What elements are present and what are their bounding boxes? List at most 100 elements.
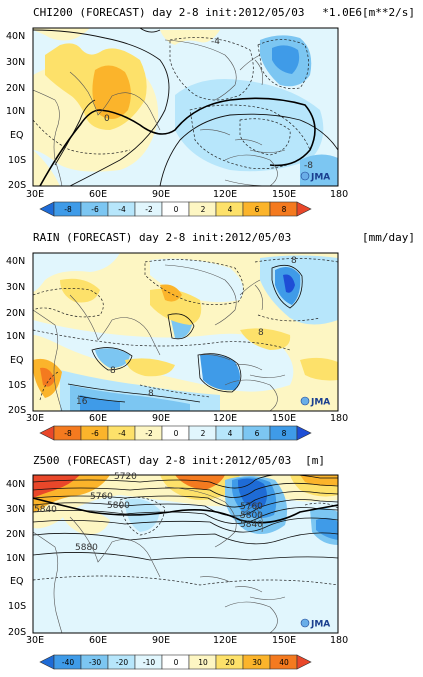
svg-text:150E: 150E bbox=[272, 189, 296, 200]
svg-text:30N: 30N bbox=[6, 57, 25, 68]
svg-text:10S: 10S bbox=[8, 380, 26, 391]
panel-title: Z500 (FORECAST) day 2-8 init:2012/05/03 bbox=[33, 454, 291, 467]
svg-text:-4: -4 bbox=[118, 429, 126, 438]
svg-text:30N: 30N bbox=[6, 504, 25, 515]
svg-text:EQ: EQ bbox=[10, 355, 23, 366]
contour-label: 5800 bbox=[240, 511, 263, 521]
svg-text:180: 180 bbox=[330, 635, 348, 646]
svg-text:JMA: JMA bbox=[310, 620, 330, 630]
svg-text:8: 8 bbox=[282, 205, 287, 214]
contour-label: -8 bbox=[304, 161, 313, 171]
svg-text:30E: 30E bbox=[26, 189, 44, 200]
svg-text:10N: 10N bbox=[6, 553, 25, 564]
svg-text:EQ: EQ bbox=[10, 130, 23, 141]
svg-text:120E: 120E bbox=[213, 413, 237, 424]
svg-text:-30: -30 bbox=[89, 658, 101, 667]
svg-text:2: 2 bbox=[201, 205, 206, 214]
svg-text:30: 30 bbox=[252, 658, 262, 667]
y-axis-ticks: 40N 30N 20N 10N EQ 10S 20S bbox=[6, 256, 26, 416]
svg-text:60E: 60E bbox=[89, 413, 107, 424]
svg-text:10S: 10S bbox=[8, 601, 26, 612]
svg-text:-4: -4 bbox=[118, 205, 126, 214]
svg-text:0: 0 bbox=[174, 205, 179, 214]
svg-text:60E: 60E bbox=[89, 635, 107, 646]
contour-label: 5760 bbox=[240, 502, 263, 512]
svg-text:40: 40 bbox=[279, 658, 289, 667]
y-axis-ticks: 40N 30N 20N 10N EQ 10S 20S bbox=[6, 479, 26, 638]
contour-label: 5720 bbox=[114, 472, 137, 482]
svg-text:JMA: JMA bbox=[310, 398, 330, 408]
svg-text:20S: 20S bbox=[8, 627, 26, 638]
jma-logo: JMA bbox=[300, 618, 330, 630]
svg-text:20N: 20N bbox=[6, 308, 25, 319]
svg-text:-8: -8 bbox=[64, 205, 72, 214]
svg-text:30E: 30E bbox=[26, 413, 44, 424]
svg-text:150E: 150E bbox=[272, 635, 296, 646]
svg-text:20: 20 bbox=[225, 658, 235, 667]
svg-text:-10: -10 bbox=[143, 658, 155, 667]
contour-label: 5840 bbox=[34, 505, 57, 515]
colorbar: -8 -6 -4 -2 0 2 4 6 8 bbox=[39, 425, 312, 441]
svg-text:6: 6 bbox=[255, 429, 260, 438]
panel-unit: *1.0E6[m**2/s] bbox=[322, 6, 415, 19]
colorbar: -40 -30 -20 -10 0 10 20 30 40 bbox=[39, 654, 312, 670]
contour-label: 5840 bbox=[240, 520, 263, 530]
contour-label: 8 bbox=[148, 389, 154, 399]
panel-chi200: CHI200 (FORECAST) day 2-8 init:2012/05/0… bbox=[6, 6, 415, 217]
svg-text:-2: -2 bbox=[145, 429, 153, 438]
panel-title: CHI200 (FORECAST) day 2-8 init:2012/05/0… bbox=[33, 6, 305, 19]
contour-label: -4 bbox=[211, 37, 220, 47]
svg-text:-6: -6 bbox=[91, 205, 99, 214]
x-axis-ticks: 30E 60E 90E 120E 150E 180 bbox=[26, 413, 348, 424]
svg-text:-8: -8 bbox=[64, 429, 72, 438]
svg-text:180: 180 bbox=[330, 189, 348, 200]
svg-text:JMA: JMA bbox=[310, 173, 330, 183]
svg-text:20N: 20N bbox=[6, 83, 25, 94]
jma-logo: JMA bbox=[300, 171, 330, 183]
svg-text:10: 10 bbox=[198, 658, 208, 667]
svg-text:40N: 40N bbox=[6, 31, 25, 42]
panel-z500: Z500 (FORECAST) day 2-8 init:2012/05/03 … bbox=[6, 454, 348, 670]
svg-text:30N: 30N bbox=[6, 282, 25, 293]
svg-text:20S: 20S bbox=[8, 180, 26, 191]
x-axis-ticks: 30E 60E 90E 120E 150E 180 bbox=[26, 189, 348, 200]
colorbar: -8 -6 -4 -2 0 2 4 6 8 bbox=[39, 201, 312, 217]
contour-label: 5800 bbox=[107, 501, 130, 511]
jma-logo: JMA bbox=[300, 396, 330, 408]
svg-text:180: 180 bbox=[330, 413, 348, 424]
contour-label: 5760 bbox=[90, 492, 113, 502]
svg-text:90E: 90E bbox=[152, 635, 170, 646]
map-area bbox=[33, 253, 338, 411]
svg-text:10N: 10N bbox=[6, 106, 25, 117]
y-axis-ticks: 40N 30N 20N 10N EQ 10S 20S bbox=[6, 31, 26, 191]
svg-text:90E: 90E bbox=[152, 413, 170, 424]
svg-text:120E: 120E bbox=[213, 189, 237, 200]
panel-unit: [mm/day] bbox=[362, 231, 415, 244]
svg-text:60E: 60E bbox=[89, 189, 107, 200]
svg-text:-40: -40 bbox=[62, 658, 74, 667]
svg-text:10N: 10N bbox=[6, 331, 25, 342]
panel-title: RAIN (FORECAST) day 2-8 init:2012/05/03 bbox=[33, 231, 291, 244]
svg-text:EQ: EQ bbox=[10, 576, 23, 587]
svg-text:-6: -6 bbox=[91, 429, 99, 438]
svg-text:20S: 20S bbox=[8, 405, 26, 416]
svg-text:-20: -20 bbox=[116, 658, 128, 667]
svg-text:20N: 20N bbox=[6, 529, 25, 540]
contour-label: 16 bbox=[76, 397, 88, 407]
svg-text:2: 2 bbox=[201, 429, 206, 438]
contour-label: 0 bbox=[104, 114, 110, 124]
svg-text:40N: 40N bbox=[6, 479, 25, 490]
x-axis-ticks: 30E 60E 90E 120E 150E 180 bbox=[26, 635, 348, 646]
contour-label: 8 bbox=[258, 328, 264, 338]
svg-text:-2: -2 bbox=[145, 205, 153, 214]
svg-text:8: 8 bbox=[282, 429, 287, 438]
svg-text:40N: 40N bbox=[6, 256, 25, 267]
svg-text:4: 4 bbox=[228, 205, 233, 214]
contour-label: 8 bbox=[110, 366, 116, 376]
panel-unit: [m] bbox=[305, 454, 325, 467]
contour-label: 8 bbox=[291, 256, 297, 266]
svg-text:90E: 90E bbox=[152, 189, 170, 200]
svg-text:10S: 10S bbox=[8, 155, 26, 166]
svg-text:6: 6 bbox=[255, 205, 260, 214]
